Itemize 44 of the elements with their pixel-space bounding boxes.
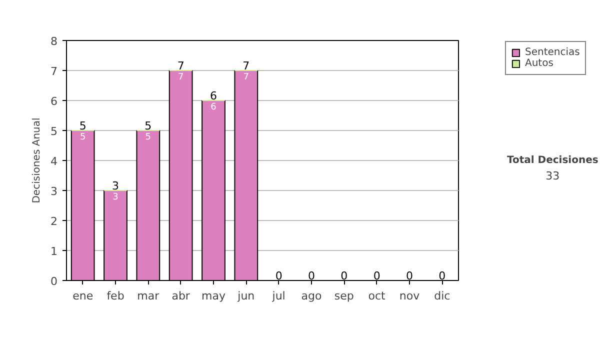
y-tick-label: 8 [50,35,58,48]
x-tick-label: ago [301,290,322,302]
total-label: 0 [308,270,315,282]
x-tick-label: jun [236,290,255,302]
data-label: 3 [112,192,118,202]
legend-label: Sentencias [525,47,580,58]
total-label: 5 [144,120,152,132]
text: 33 [546,169,560,182]
total-label: 7 [242,60,250,72]
x-tick-label: abr [172,290,190,302]
y-axis-title: Decisiones Anual [32,118,42,204]
x-tick-label: jul [271,290,286,302]
x-tick-label: nov [399,290,420,302]
x-tick-label: sep [334,290,354,302]
data-label: 5 [145,132,152,142]
x-tick-label: feb [106,290,124,302]
total-label: 0 [373,270,380,282]
x-tick-label: oct [368,290,386,302]
y-tick-label: 5 [50,125,58,138]
y-tick-label: 3 [50,185,58,198]
y-tick-label: 0 [50,275,58,288]
y-tick-label: 1 [50,245,58,258]
data-label: 7 [243,72,250,82]
total-label: 0 [438,270,446,282]
y-tick-label: 4 [50,155,58,168]
total-label: 6 [210,90,217,102]
total-label: 0 [406,270,413,282]
total-label: 5 [79,120,86,132]
x-tick-label: may [202,290,226,302]
y-tick-label: 6 [50,95,58,108]
legend-label: Autos [525,58,554,69]
total-label: 3 [112,180,119,192]
total-label: 7 [177,60,184,72]
y-tick-label: 7 [50,65,58,78]
data-label: 6 [210,102,217,112]
x-tick-label: ene [72,290,94,302]
y-tick-label: 2 [50,215,58,228]
total-label: 0 [275,270,282,282]
data-label: 7 [178,72,184,82]
text: Total Decisiones [506,155,598,166]
x-tick-label: mar [137,290,160,302]
total-label: 0 [340,270,348,282]
data-label: 5 [80,132,86,142]
x-tick-label: dic [434,290,450,302]
